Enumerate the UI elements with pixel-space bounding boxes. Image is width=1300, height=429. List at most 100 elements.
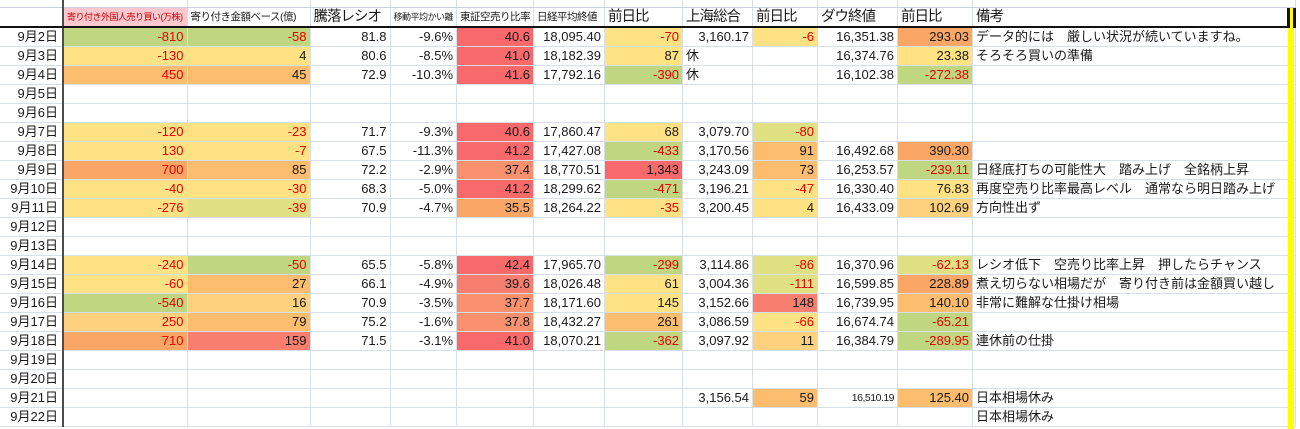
header-dow_chg[interactable]: 前日比 [897,7,974,28]
cell-ma[interactable]: -5.8% [390,255,458,275]
header-sh_chg[interactable]: 前日比 [752,7,819,28]
cell-sh[interactable]: 3,200.45 [682,198,754,218]
cell-note[interactable] [972,65,1297,85]
cell-sh_chg[interactable] [752,407,819,427]
cell-date[interactable]: 9月4日 [0,65,64,85]
cell-nikkei[interactable]: 18,432.27 [533,312,606,332]
cell-ma[interactable]: -9.3% [390,122,458,142]
cell-note[interactable] [972,103,1297,123]
cell-dow[interactable]: 16,384.79 [817,331,899,351]
header-date[interactable] [0,7,64,28]
cell-ratio[interactable] [310,407,391,427]
cell-foreign[interactable] [63,388,188,408]
cell-short[interactable]: 41.2 [456,141,535,161]
cell-nikkei[interactable] [533,369,606,389]
cell-ma[interactable]: -1.6% [390,312,458,332]
cell-ratio[interactable]: 66.1 [310,274,391,294]
cell-amount[interactable]: -23 [187,122,311,142]
cell-sh[interactable]: 3,152.66 [682,293,754,313]
header-nikkei[interactable]: 日経平均終値 [533,7,606,28]
cell-sh_chg[interactable] [752,84,819,104]
cell-sh_chg[interactable] [752,217,819,237]
cell-nikkei[interactable]: 18,070.21 [533,331,606,351]
cell-sh[interactable]: 3,004.36 [682,274,754,294]
cell-sh_chg[interactable]: 59 [752,388,819,408]
cell-foreign[interactable] [63,103,188,123]
cell-note[interactable] [972,217,1297,237]
cell-dow[interactable]: 16,351.38 [817,26,899,47]
cell-sh_chg[interactable] [752,369,819,389]
cell-dow_chg[interactable]: -62.13 [897,255,974,275]
cell-dow[interactable]: 16,599.85 [817,274,899,294]
cell-amount[interactable]: 85 [187,160,311,180]
cell-nikkei[interactable] [533,84,606,104]
cell-ratio[interactable]: 70.9 [310,293,391,313]
cell-sh[interactable]: 3,156.54 [682,388,754,408]
header-ratio[interactable]: 騰落レシオ [310,7,391,28]
header-sh[interactable]: 上海総合 [682,7,754,28]
cell-nikkei_chg[interactable] [604,407,684,427]
cell-nikkei[interactable]: 18,182.39 [533,46,606,66]
cell-nikkei[interactable]: 17,792.16 [533,65,606,85]
cell-sh_chg[interactable]: 11 [752,331,819,351]
cell-short[interactable] [456,407,535,427]
cell-date[interactable]: 9月22日 [0,407,64,427]
cell-ma[interactable] [390,350,458,370]
cell-nikkei[interactable] [533,236,606,256]
cell-foreign[interactable]: -130 [63,46,188,66]
cell-nikkei[interactable]: 18,264.22 [533,198,606,218]
cell-dow[interactable]: 16,433.09 [817,198,899,218]
cell-dow[interactable] [817,350,899,370]
cell-ma[interactable]: -4.9% [390,274,458,294]
cell-short[interactable] [456,350,535,370]
cell-foreign[interactable]: 130 [63,141,188,161]
cell-nikkei[interactable] [533,407,606,427]
cell-nikkei_chg[interactable]: -390 [604,65,684,85]
cell-ma[interactable] [390,217,458,237]
cell-amount[interactable] [187,217,311,237]
cell-note[interactable]: そろそろ買いの準備 [972,46,1297,66]
cell-nikkei[interactable]: 18,770.51 [533,160,606,180]
cell-nikkei[interactable]: 18,171.60 [533,293,606,313]
cell-ratio[interactable]: 72.9 [310,65,391,85]
cell-amount[interactable] [187,350,311,370]
cell-nikkei_chg[interactable] [604,236,684,256]
cell-dow_chg[interactable] [897,236,974,256]
cell-nikkei_chg[interactable]: 87 [604,46,684,66]
cell-short[interactable] [456,84,535,104]
header-nikkei_chg[interactable]: 前日比 [604,7,684,28]
cell-ma[interactable]: -3.1% [390,331,458,351]
cell-dow[interactable] [817,122,899,142]
cell-amount[interactable] [187,103,311,123]
cell-sh_chg[interactable] [752,350,819,370]
cell-ma[interactable] [390,103,458,123]
cell-note[interactable]: 煮え切らない相場だが 寄り付き前は金額買い越し [972,274,1297,294]
cell-sh[interactable]: 3,097.92 [682,331,754,351]
cell-sh_chg[interactable]: 4 [752,198,819,218]
cell-short[interactable]: 41.0 [456,331,535,351]
cell-date[interactable]: 9月16日 [0,293,64,313]
cell-note[interactable] [972,122,1297,142]
cell-short[interactable] [456,217,535,237]
cell-amount[interactable]: -39 [187,198,311,218]
cell-dow_chg[interactable] [897,217,974,237]
cell-note[interactable] [972,350,1297,370]
cell-dow_chg[interactable] [897,369,974,389]
cell-ma[interactable]: -8.5% [390,46,458,66]
cell-dow_chg[interactable]: -239.11 [897,160,974,180]
cell-sh[interactable] [682,236,754,256]
cell-nikkei_chg[interactable] [604,84,684,104]
cell-date[interactable]: 9月17日 [0,312,64,332]
cell-dow_chg[interactable]: 293.03 [897,26,974,47]
cell-foreign[interactable] [63,350,188,370]
cell-dow[interactable] [817,369,899,389]
cell-date[interactable]: 9月13日 [0,236,64,256]
cell-ratio[interactable] [310,236,391,256]
cell-nikkei_chg[interactable]: -433 [604,141,684,161]
cell-ma[interactable] [390,388,458,408]
cell-amount[interactable] [187,407,311,427]
cell-date[interactable]: 9月19日 [0,350,64,370]
cell-dow[interactable]: 16,374.76 [817,46,899,66]
cell-sh[interactable]: 3,196.21 [682,179,754,199]
cell-short[interactable]: 41.2 [456,179,535,199]
